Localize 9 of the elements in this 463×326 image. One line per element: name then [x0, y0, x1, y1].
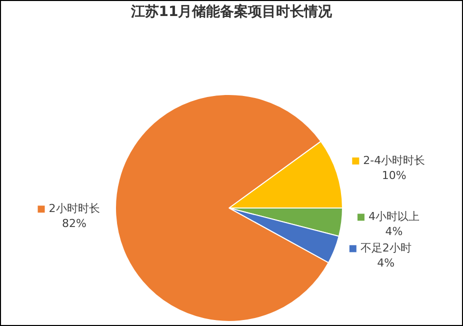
legend-label: 4小时以上	[368, 210, 420, 224]
data-label: 4%	[377, 256, 395, 270]
legend-label: 不足2小时	[360, 242, 412, 255]
data-label: 82%	[62, 216, 86, 230]
legend-label: 2小时时长	[48, 202, 100, 215]
data-label: 4%	[385, 225, 403, 238]
legend-label: 2-4小时时长	[363, 154, 426, 167]
data-label: 10%	[382, 168, 406, 182]
chart-title: 江苏11月储能备案项目时长情况	[130, 2, 334, 22]
